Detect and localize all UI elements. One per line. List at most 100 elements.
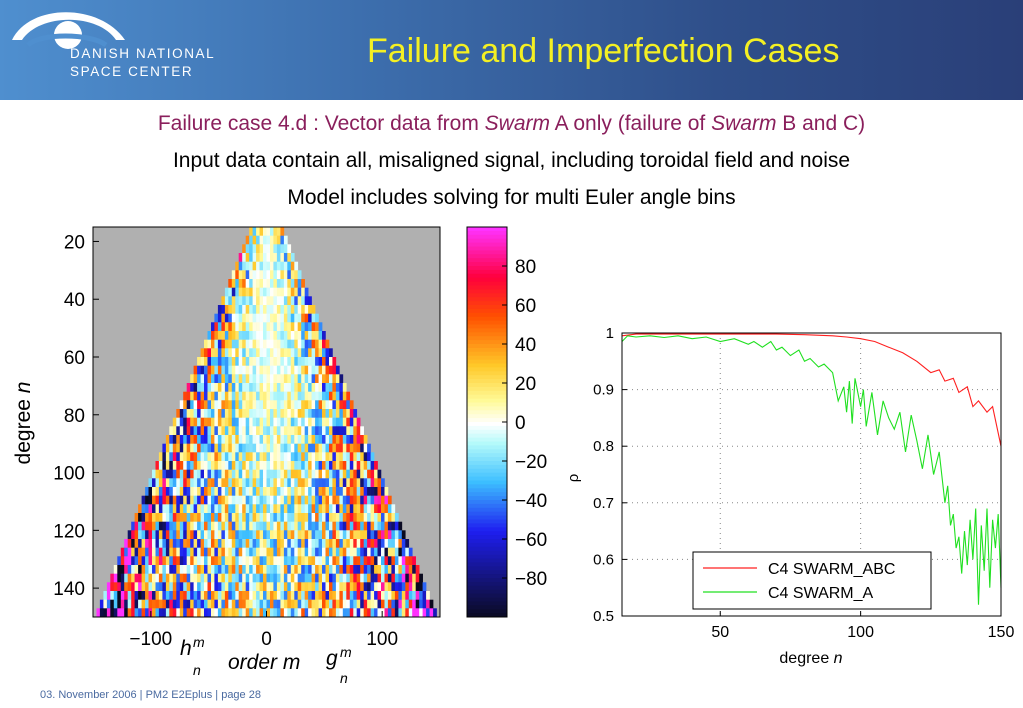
heatmap-cell [158, 513, 163, 522]
heatmap-cell [290, 400, 295, 410]
heatmap-cell [207, 469, 212, 479]
heatmap-cell [211, 400, 215, 410]
heatmap-cell [280, 339, 285, 349]
heatmap-cell [335, 556, 340, 566]
heatmap-cell [138, 556, 142, 566]
heatmap-cell [162, 582, 167, 592]
heatmap-cell [329, 530, 333, 540]
heatmap-cell [360, 530, 364, 540]
heatmap-cell [193, 417, 198, 427]
heatmap-cell [342, 409, 347, 418]
heatmap-cell [270, 443, 274, 453]
heatmap-cell [235, 591, 240, 600]
heatmap-cell [270, 487, 274, 496]
heatmap-cell [408, 582, 413, 592]
heatmap-cell [204, 565, 208, 574]
heatmap-cell [346, 599, 351, 609]
heatmap-cell [429, 608, 434, 618]
heatmap-cell [169, 539, 174, 548]
heatmap-cell [297, 391, 302, 401]
heatmap-cell [252, 417, 257, 427]
legend-entry-label: C4 SWARM_A [768, 585, 874, 602]
heatmap-cell [276, 461, 281, 470]
heatmap-cell [346, 426, 351, 436]
heatmap-cell [228, 305, 233, 314]
heatmap-cell [335, 374, 340, 384]
heatmap-cell [377, 495, 382, 505]
heatmap-cell [221, 469, 226, 479]
heatmap-cell [141, 556, 146, 566]
heatmap-cell [266, 435, 271, 444]
heatmap-cell [276, 582, 281, 592]
heatmap-cell [332, 513, 337, 522]
heatmap-cell [308, 348, 312, 358]
heatmap-cell [304, 539, 309, 548]
heatmap-cell [134, 573, 139, 583]
heatmap-cell [325, 461, 330, 470]
heatmap-cell [224, 383, 229, 392]
heatmap-cell [381, 504, 385, 514]
heatmap-cell [342, 469, 347, 479]
heatmap-cell [346, 513, 351, 522]
heatmap-cell [332, 504, 337, 514]
heatmap-cell [367, 469, 371, 479]
heatmap-cell [200, 556, 205, 566]
heatmap-cell [252, 409, 257, 418]
colorbar-segment [467, 238, 507, 243]
heatmap-cell [204, 547, 208, 557]
heatmap-cell [335, 461, 340, 470]
heatmap-cell [134, 530, 139, 540]
heatmap-cell [249, 287, 253, 297]
heatmap-cell [290, 357, 295, 366]
heatmap-cell [190, 582, 194, 592]
heatmap-cell [242, 305, 246, 314]
colorbar-segment [467, 383, 507, 388]
heatmap-cell [318, 478, 323, 488]
heatmap-cell [377, 582, 382, 592]
heatmap-cell [245, 582, 250, 592]
heatmap-cell [276, 443, 281, 453]
heatmap-cell [294, 608, 299, 618]
heatmap-cell [304, 339, 309, 349]
heatmap-cell [297, 383, 302, 392]
heatmap-cell [131, 556, 135, 566]
heatmap-cell [283, 261, 288, 271]
heatmap-cell [360, 452, 364, 462]
heatmap-cell [249, 591, 253, 600]
heatmap-cell [384, 556, 389, 566]
heatmap-cell [211, 599, 215, 609]
heatmap-cell [113, 573, 118, 583]
heatmap-cell [259, 253, 264, 262]
heatmap-cell [193, 591, 198, 600]
heatmap-cell [266, 521, 271, 531]
heatmap-cell [315, 573, 319, 583]
heatmap-cell [190, 591, 194, 600]
heatmap-cell [377, 547, 382, 557]
heatmap-cell [360, 487, 364, 496]
heatmap-cell [374, 573, 378, 583]
heatmap-cell [318, 400, 323, 410]
heatmap-cell [276, 339, 281, 349]
heatmap-cell [308, 539, 312, 548]
heatmap-cell [256, 270, 260, 280]
heatmap-cell [179, 591, 184, 600]
heatmap-cell [217, 305, 222, 314]
colorbar-segment [467, 266, 507, 271]
heatmap-cell [162, 443, 167, 453]
heatmap-cell [329, 599, 333, 609]
heatmap-cell [245, 426, 250, 436]
heatmap-cell [207, 608, 212, 618]
heatmap-cell [273, 244, 278, 254]
heatmap-cell [335, 417, 340, 427]
colorbar-segment [467, 367, 507, 372]
heatmap-cell [297, 339, 302, 349]
heatmap-cell [384, 582, 389, 592]
heatmap-cell [294, 261, 299, 271]
heatmap-cell [273, 357, 278, 366]
heatmap-cell [283, 435, 288, 444]
heatmap-cell [384, 547, 389, 557]
heatmap-cell [179, 469, 184, 479]
heatmap-cell [329, 409, 333, 418]
heatmap-cell [238, 331, 243, 340]
legend-entry-label: C4 SWARM_ABC [768, 561, 895, 578]
